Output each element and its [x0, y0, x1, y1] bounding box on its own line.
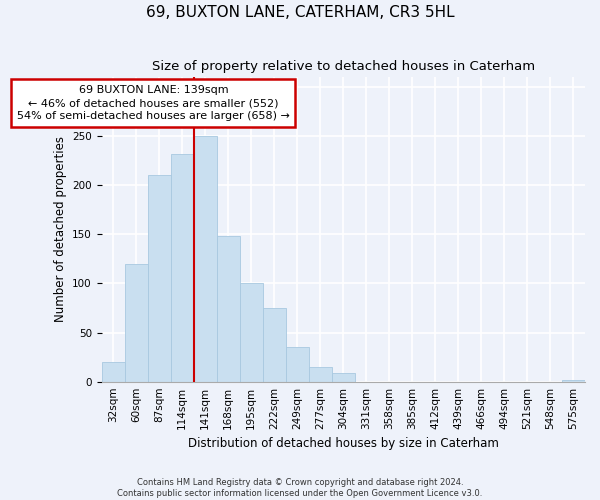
- Text: 69, BUXTON LANE, CATERHAM, CR3 5HL: 69, BUXTON LANE, CATERHAM, CR3 5HL: [146, 5, 454, 20]
- Y-axis label: Number of detached properties: Number of detached properties: [53, 136, 67, 322]
- Bar: [240, 284, 263, 382]
- Bar: [263, 308, 286, 382]
- Text: 69 BUXTON LANE: 139sqm
← 46% of detached houses are smaller (552)
54% of semi-de: 69 BUXTON LANE: 139sqm ← 46% of detached…: [17, 85, 290, 121]
- Bar: [217, 236, 240, 382]
- Bar: [332, 373, 355, 382]
- Title: Size of property relative to detached houses in Caterham: Size of property relative to detached ho…: [152, 60, 535, 73]
- Bar: [562, 380, 585, 382]
- Bar: [101, 362, 125, 382]
- X-axis label: Distribution of detached houses by size in Caterham: Distribution of detached houses by size …: [188, 437, 499, 450]
- Bar: [309, 367, 332, 382]
- Bar: [286, 348, 309, 382]
- Bar: [194, 136, 217, 382]
- Text: Contains HM Land Registry data © Crown copyright and database right 2024.
Contai: Contains HM Land Registry data © Crown c…: [118, 478, 482, 498]
- Bar: [125, 264, 148, 382]
- Bar: [148, 175, 170, 382]
- Bar: [170, 154, 194, 382]
